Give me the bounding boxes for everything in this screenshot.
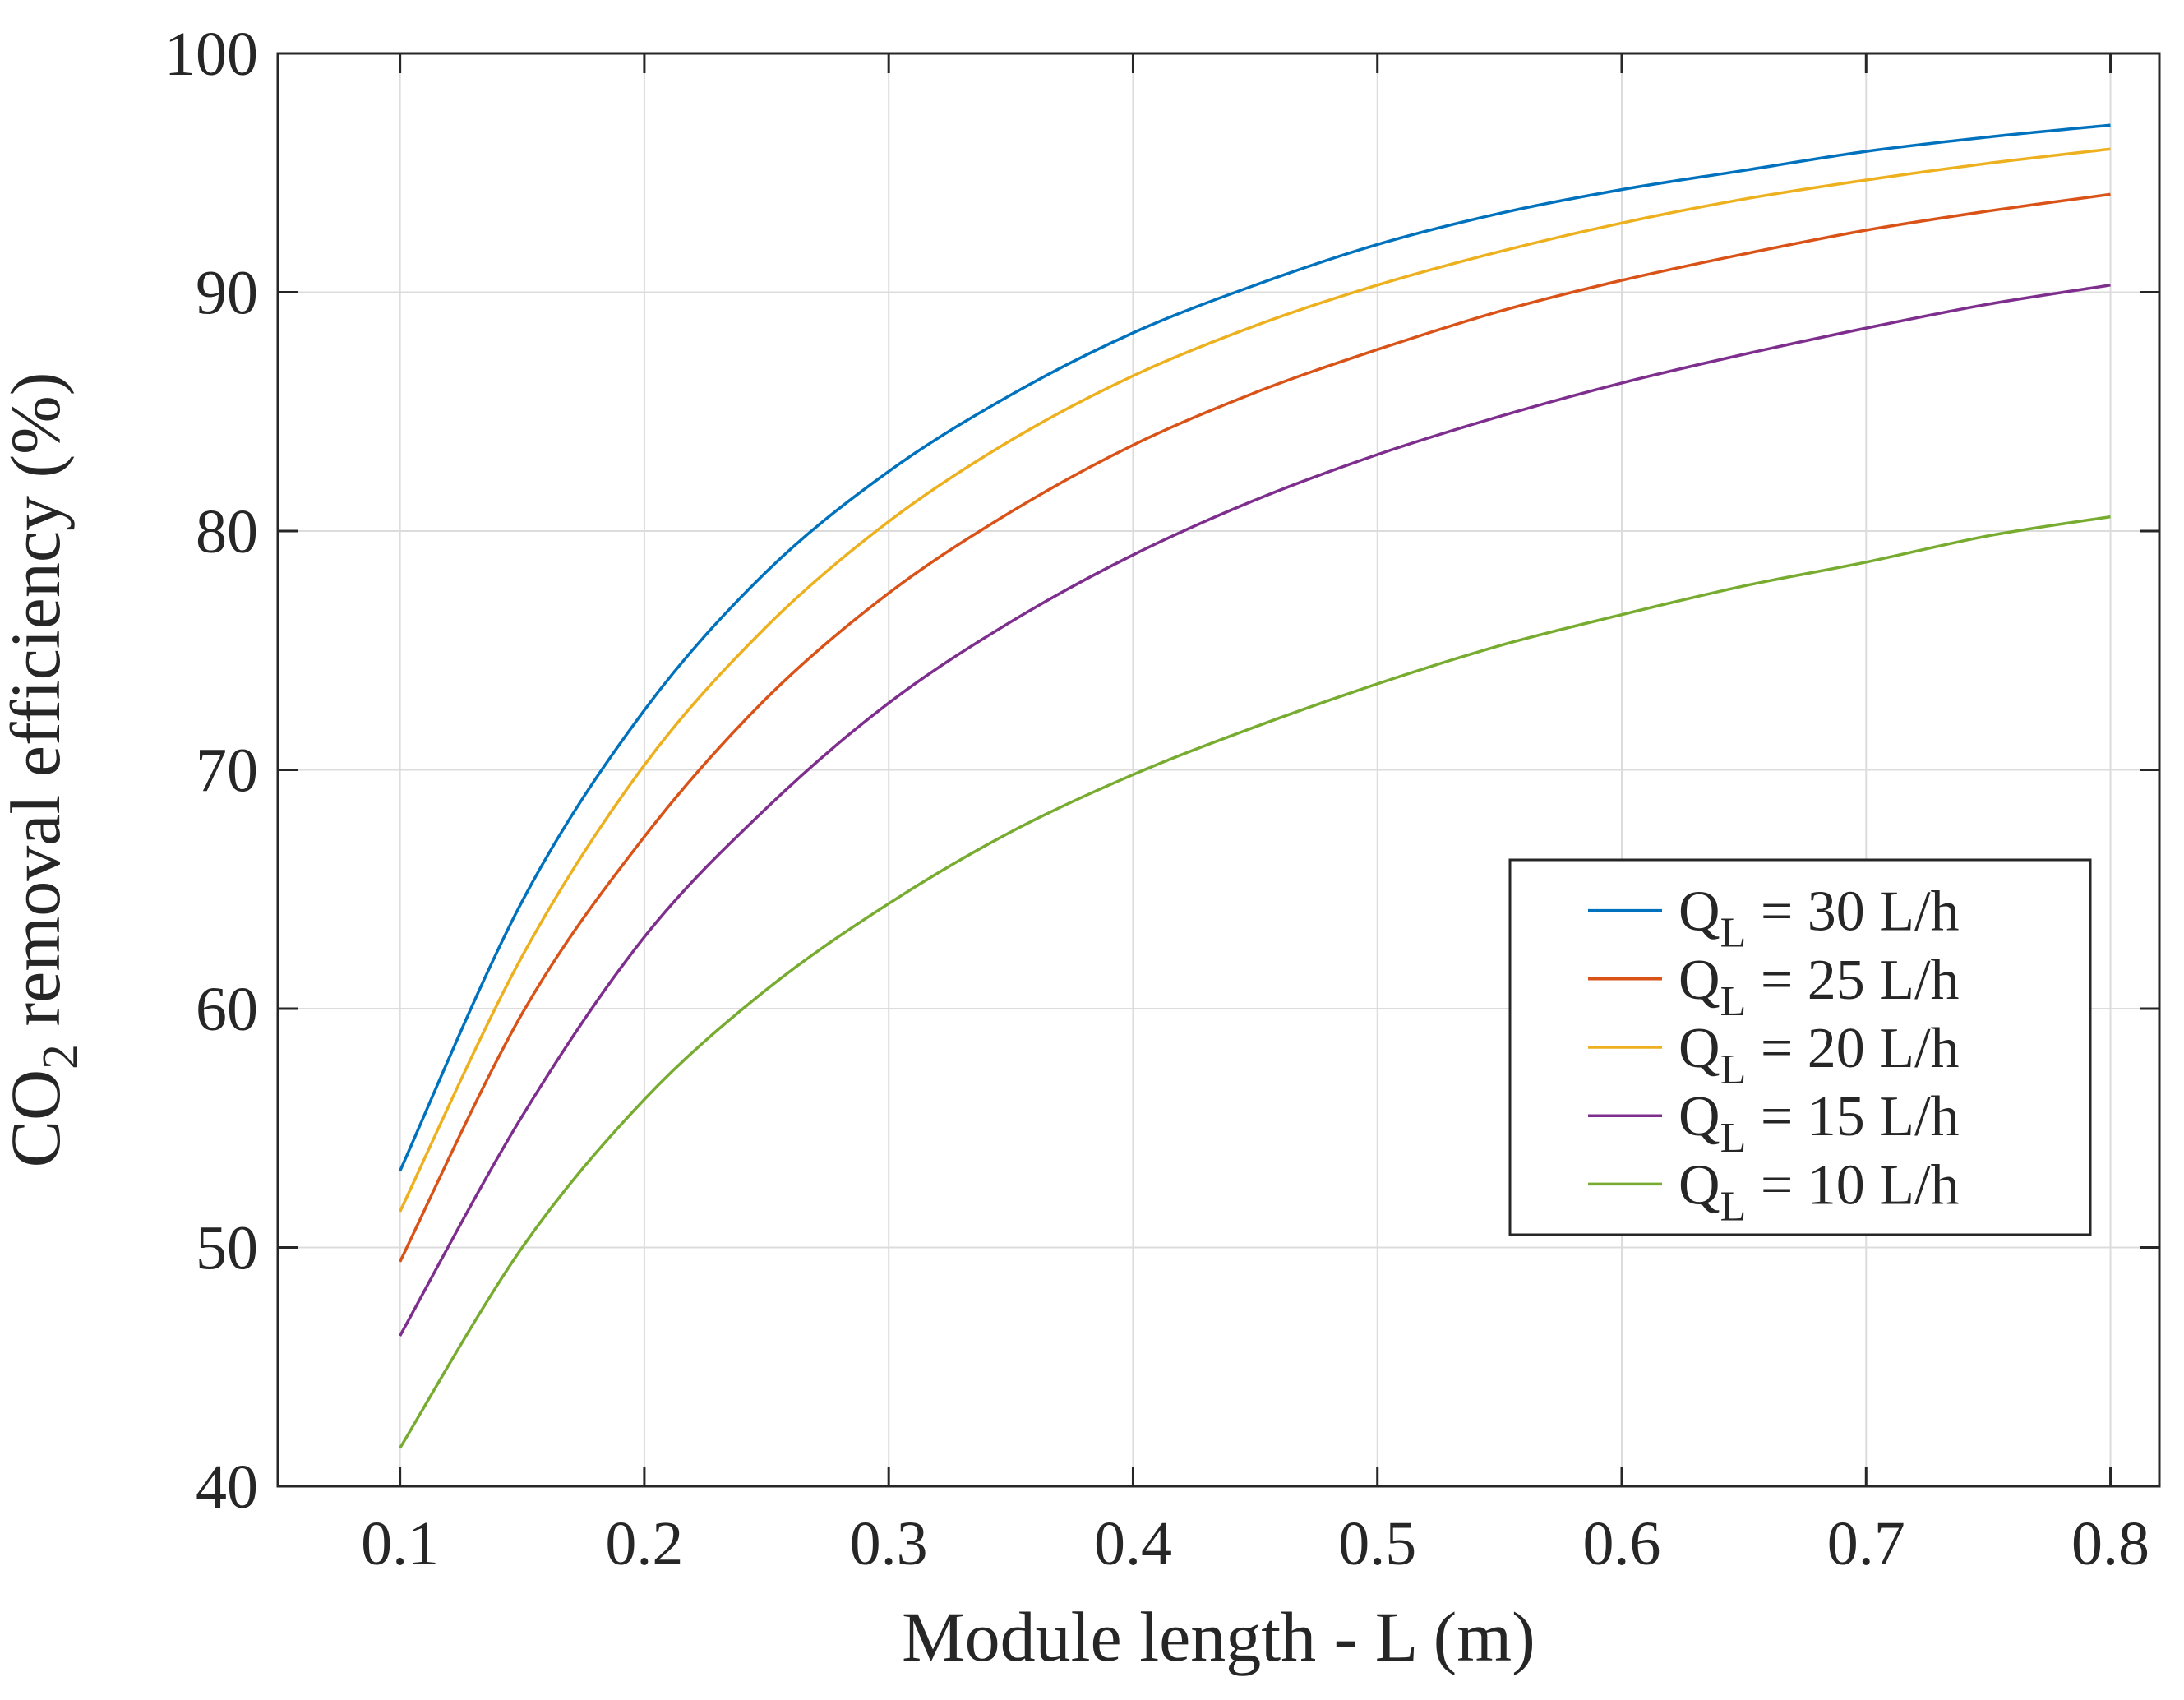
plot-area (276, 52, 2161, 1488)
legend-label-main: Q (1678, 880, 1720, 944)
x-tick-label: 0.6 (1583, 1509, 1661, 1578)
legend-label-subscript: L (1720, 1183, 1747, 1230)
legend-label: QL = 15 L/h (1678, 1085, 1960, 1162)
x-tick-label: 0.2 (605, 1509, 683, 1578)
y-tick-label: 70 (196, 737, 258, 806)
y-axis-label: CO2 removal efficiency (%) (0, 372, 89, 1168)
series-line-20-lh (399, 147, 2111, 1213)
y-tick-label: 90 (196, 259, 258, 328)
y-axis-label-rest: removal efficiency (%) (0, 372, 75, 1044)
legend-label-main: Q (1678, 949, 1720, 1012)
y-tick-label: 60 (196, 975, 258, 1044)
series-line-25-lh (399, 192, 2111, 1263)
y-tick-label: 50 (196, 1214, 258, 1283)
x-tick-label: 0.1 (361, 1509, 439, 1578)
legend-label: QL = 20 L/h (1678, 1017, 1960, 1093)
legend-label-rest: = 30 L/h (1746, 880, 1959, 944)
legend-label-rest: = 10 L/h (1746, 1153, 1959, 1217)
legend-items: QL = 30 L/hQL = 25 L/hQL = 20 L/hQL = 15… (1588, 880, 1960, 1230)
legend-label: QL = 10 L/h (1678, 1153, 1960, 1230)
legend-label-rest: = 15 L/h (1746, 1085, 1959, 1148)
x-tick-label: 0.8 (2071, 1509, 2149, 1578)
series-lines (399, 123, 2111, 1449)
legend-label-main: Q (1678, 1085, 1720, 1148)
series-line-30-lh (399, 123, 2111, 1172)
legend-label: QL = 25 L/h (1678, 949, 1960, 1025)
series-line-15-lh (399, 284, 2111, 1337)
x-tick-label: 0.3 (850, 1509, 928, 1578)
x-tick-label: 0.4 (1094, 1509, 1172, 1578)
series-line-10-lh (399, 515, 2111, 1449)
x-tick-labels: 0.1 0.2 0.3 0.4 0.5 0.6 0.7 0.8 (361, 1509, 2149, 1578)
legend-label-subscript: L (1720, 910, 1747, 957)
y-tick-label: 100 (164, 20, 258, 89)
x-tick-label: 0.7 (1827, 1509, 1905, 1578)
legend-label-subscript: L (1720, 1115, 1747, 1162)
y-axis-label-main: CO (0, 1069, 75, 1167)
y-tick-label: 80 (196, 497, 258, 566)
tick-marks (278, 52, 2159, 1488)
y-axis-label-subscript: 2 (33, 1044, 89, 1069)
legend-item: QL = 15 L/h (1588, 1085, 1960, 1162)
y-tick-labels: 40 50 60 70 80 90 100 (164, 20, 258, 1522)
legend-label-main: Q (1678, 1153, 1720, 1217)
legend-item: QL = 25 L/h (1588, 949, 1960, 1025)
y-tick-label: 40 (196, 1453, 258, 1522)
grid-lines (278, 53, 2159, 1487)
legend-item: QL = 30 L/h (1588, 880, 1960, 957)
legend: QL = 30 L/hQL = 25 L/hQL = 20 L/hQL = 15… (1508, 858, 2092, 1236)
x-axis-label: Module length - L (m) (902, 1597, 1535, 1676)
legend-label-rest: = 20 L/h (1746, 1017, 1959, 1080)
legend-item: QL = 20 L/h (1588, 1017, 1960, 1093)
legend-label-subscript: L (1720, 1046, 1747, 1093)
x-tick-label: 0.5 (1338, 1509, 1416, 1578)
legend-label-rest: = 25 L/h (1746, 949, 1959, 1012)
legend-item: QL = 10 L/h (1588, 1153, 1960, 1230)
legend-label: QL = 30 L/h (1678, 880, 1960, 957)
legend-label-subscript: L (1720, 978, 1747, 1025)
legend-label-main: Q (1678, 1017, 1720, 1080)
